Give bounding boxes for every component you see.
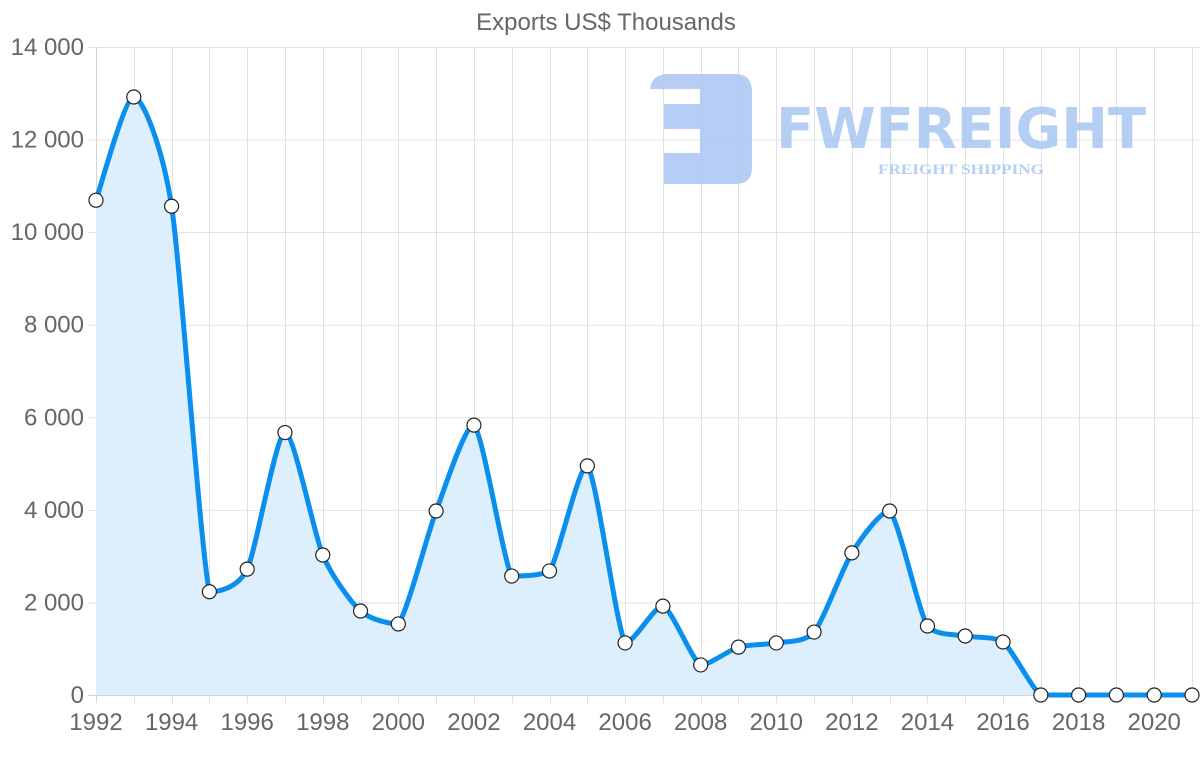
x-axis-ticks: 1992 1994 1996 1998 2000 2002 2004 2006 2008 2010… xyxy=(69,709,1181,736)
x-tick-label: 1992 xyxy=(69,709,122,736)
data-point-2008[interactable] xyxy=(693,657,709,673)
area-fill xyxy=(96,96,1192,695)
data-point-1997[interactable] xyxy=(277,424,293,441)
x-tick-label: 2010 xyxy=(750,709,803,736)
y-tick-label: 12 000 xyxy=(11,127,84,154)
data-point-1999[interactable] xyxy=(352,603,369,619)
area-fill-path xyxy=(96,96,1192,695)
y-tick-label: 14 000 xyxy=(11,34,84,61)
data-point-2015[interactable] xyxy=(957,628,973,644)
y-tick-label: 4 000 xyxy=(24,497,84,524)
data-point-2010[interactable] xyxy=(768,635,784,651)
data-points xyxy=(88,89,1200,703)
y-tick-label: 6 000 xyxy=(24,404,84,431)
watermark-brand: FWFREIGHT xyxy=(776,97,1146,162)
data-point-2011[interactable] xyxy=(806,624,822,640)
data-point-2004[interactable] xyxy=(541,563,558,579)
fw-logo-icon xyxy=(650,74,752,184)
brand-watermark: FWFREIGHT FREIGHT SHIPPING xyxy=(650,74,1146,184)
data-point-2020[interactable] xyxy=(1146,687,1162,703)
data-point-2018[interactable] xyxy=(1071,687,1087,703)
y-tick-label: 10 000 xyxy=(11,219,84,246)
data-point-1998[interactable] xyxy=(315,547,331,563)
x-tick-label: 2008 xyxy=(674,709,727,736)
data-point-2012[interactable] xyxy=(844,545,860,561)
x-tick-label: 2018 xyxy=(1052,709,1105,736)
data-point-2014[interactable] xyxy=(919,618,936,634)
x-tick-label: 2020 xyxy=(1128,709,1181,736)
data-point-2001[interactable] xyxy=(428,503,444,519)
x-tick-label: 2016 xyxy=(976,709,1029,736)
data-point-2005[interactable] xyxy=(579,458,595,474)
x-tick-label: 2004 xyxy=(523,709,576,736)
x-tick-label: 1996 xyxy=(220,709,273,736)
x-tick-label: 2014 xyxy=(901,709,954,736)
data-point-2016[interactable] xyxy=(995,634,1011,650)
data-point-2019[interactable] xyxy=(1108,687,1125,703)
data-point-1996[interactable] xyxy=(239,561,255,577)
x-tick-label: 2000 xyxy=(372,709,425,736)
data-point-1994[interactable] xyxy=(163,198,180,214)
y-tick-label: 0 xyxy=(71,682,84,709)
data-point-2006[interactable] xyxy=(617,635,633,651)
watermark-tagline: FREIGHT SHIPPING xyxy=(878,162,1044,178)
y-tick-label: 2 000 xyxy=(24,589,84,616)
x-tick-label: 1998 xyxy=(296,709,349,736)
data-point-2021[interactable] xyxy=(1184,687,1200,703)
data-point-2017[interactable] xyxy=(1033,687,1049,703)
data-point-1992[interactable] xyxy=(88,192,104,208)
data-point-2003[interactable] xyxy=(504,568,520,584)
data-point-2007[interactable] xyxy=(655,598,671,614)
y-axis-ticks: 0 2 000 4 000 6 000 8 000 10 000 12 000 14 000 xyxy=(11,34,84,709)
data-point-1993[interactable] xyxy=(126,89,142,105)
data-point-2002[interactable] xyxy=(466,417,482,433)
x-tick-label: 2012 xyxy=(825,709,878,736)
x-tick-label: 1994 xyxy=(145,709,198,736)
y-tick-label: 8 000 xyxy=(24,312,84,339)
data-point-2013[interactable] xyxy=(882,503,898,519)
data-point-2000[interactable] xyxy=(390,616,406,632)
data-point-1995[interactable] xyxy=(201,584,217,600)
x-tick-label: 2002 xyxy=(447,709,500,736)
x-tick-label: 2006 xyxy=(598,709,651,736)
data-point-2009[interactable] xyxy=(730,639,747,655)
chart-title: Exports US$ Thousands xyxy=(476,9,736,36)
